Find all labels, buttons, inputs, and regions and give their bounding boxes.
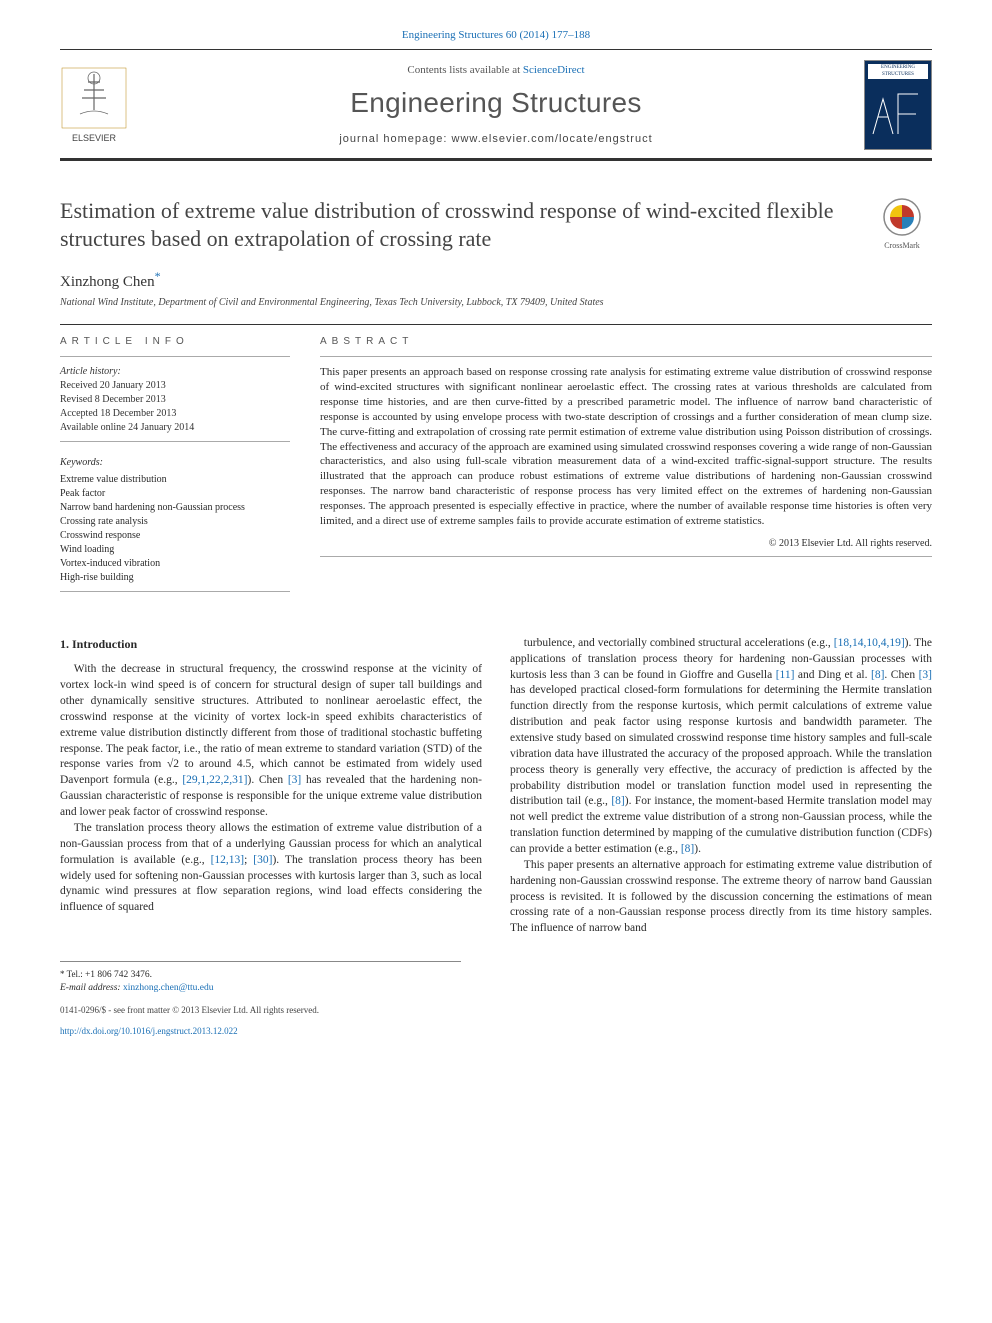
history-revised: Revised 8 December 2013: [60, 393, 290, 407]
section-number: 1.: [60, 637, 69, 651]
sciencedirect-link[interactable]: ScienceDirect: [523, 64, 585, 76]
body-paragraph: turbulence, and vectorially combined str…: [510, 636, 932, 858]
keyword: Peak factor: [60, 487, 290, 501]
journal-homepage: journal homepage: www.elsevier.com/locat…: [128, 132, 864, 147]
homepage-url[interactable]: www.elsevier.com/locate/engstruct: [452, 133, 653, 145]
citation-link[interactable]: [8]: [611, 795, 624, 807]
abstract-text: This paper presents an approach based on…: [320, 365, 932, 528]
section-title: Introduction: [72, 637, 137, 651]
title-block: Estimation of extreme value distribution…: [60, 197, 932, 254]
elsevier-tree-logo: ELSEVIER: [60, 66, 128, 144]
citation-link[interactable]: [8]: [681, 843, 694, 855]
abstract-heading: ABSTRACT: [320, 335, 932, 349]
p1-text: With the decrease in structural frequenc…: [60, 663, 482, 786]
citation-link[interactable]: [29,1,22,2,31]: [182, 774, 247, 786]
p3-c4: has developed practical closed-form form…: [510, 684, 932, 807]
info-rule-3: [60, 591, 290, 592]
section-heading-intro: 1. Introduction: [60, 636, 482, 653]
p4-text: This paper presents an alternative appro…: [510, 859, 932, 934]
citation-link[interactable]: [18,14,10,4,19]: [834, 637, 905, 649]
history-head: Article history:: [60, 366, 121, 377]
footnotes: * Tel.: +1 806 742 3476. E-mail address:…: [60, 961, 461, 995]
keyword: Extreme value distribution: [60, 473, 290, 487]
abstract-column: ABSTRACT This paper presents an approach…: [320, 335, 932, 600]
p3-c3: . Chen: [884, 669, 918, 681]
abstract-rule: [320, 356, 932, 357]
keywords-head: Keywords:: [60, 456, 290, 470]
header-citation: Engineering Structures 60 (2014) 177–188: [60, 28, 932, 43]
body-paragraph: With the decrease in structural frequenc…: [60, 662, 482, 821]
masthead-center: Contents lists available at ScienceDirec…: [128, 63, 864, 146]
body-paragraph: This paper presents an alternative appro…: [510, 858, 932, 937]
p3-text: turbulence, and vectorially combined str…: [524, 637, 834, 649]
article-info-heading: ARTICLE INFO: [60, 335, 290, 349]
doi-link[interactable]: http://dx.doi.org/10.1016/j.engstruct.20…: [60, 1026, 238, 1036]
contents-lists-label: Contents lists available at: [407, 64, 522, 76]
abstract-copyright: © 2013 Elsevier Ltd. All rights reserved…: [320, 537, 932, 551]
p3-c2: and Ding et al.: [794, 669, 871, 681]
abstract-rule-bottom: [320, 556, 932, 557]
crossmark-label: CrossMark: [872, 241, 932, 252]
keyword: High-rise building: [60, 571, 290, 585]
body-paragraph: The translation process theory allows th…: [60, 821, 482, 916]
paper-title: Estimation of extreme value distribution…: [60, 197, 872, 254]
citation-link[interactable]: Engineering Structures 60 (2014) 177–188: [402, 29, 590, 41]
tel-label: * Tel.:: [60, 969, 85, 979]
keyword: Narrow band hardening non-Gaussian proce…: [60, 501, 290, 515]
section-rule-top: [60, 324, 932, 325]
article-info-column: ARTICLE INFO Article history: Received 2…: [60, 335, 290, 600]
corresponding-email: E-mail address: xinzhong.chen@ttu.edu: [60, 982, 461, 995]
corresponding-author-mark[interactable]: *: [155, 269, 161, 283]
cover-title-band: ENGINEERING STRUCTURES: [868, 64, 928, 80]
history-received: Received 20 January 2013: [60, 379, 290, 393]
email-label: E-mail address:: [60, 983, 123, 993]
info-rule: [60, 356, 290, 357]
corresponding-tel: * Tel.: +1 806 742 3476.: [60, 968, 461, 982]
masthead: ELSEVIER Contents lists available at Sci…: [60, 50, 932, 161]
contents-lists-line: Contents lists available at ScienceDirec…: [128, 63, 864, 78]
history-accepted: Accepted 18 December 2013: [60, 407, 290, 421]
keyword: Vortex-induced vibration: [60, 557, 290, 571]
citation-link[interactable]: [3]: [919, 669, 932, 681]
p1-cont: ). Chen: [247, 774, 287, 786]
info-rule-2: [60, 441, 290, 442]
tel-value: +1 806 742 3476.: [85, 970, 152, 980]
keyword: Wind loading: [60, 543, 290, 557]
body-columns: 1. Introduction With the decrease in str…: [60, 636, 932, 937]
p3-end: ).: [694, 843, 701, 855]
journal-cover-thumbnail: ENGINEERING STRUCTURES: [864, 60, 932, 150]
history-online: Available online 24 January 2014: [60, 421, 290, 435]
citation-link[interactable]: [12,13]: [211, 854, 245, 866]
meta-row: ARTICLE INFO Article history: Received 2…: [60, 335, 932, 600]
p2-mid: ;: [244, 854, 253, 866]
author-name: Xinzhong Chen: [60, 274, 155, 290]
footer-doi: http://dx.doi.org/10.1016/j.engstruct.20…: [60, 1026, 932, 1038]
keyword: Crossing rate analysis: [60, 515, 290, 529]
homepage-label: journal homepage:: [339, 133, 451, 145]
email-link[interactable]: xinzhong.chen@ttu.edu: [123, 983, 214, 993]
journal-name: Engineering Structures: [128, 84, 864, 122]
citation-link[interactable]: [3]: [288, 774, 301, 786]
citation-link[interactable]: [11]: [776, 669, 795, 681]
affiliation: National Wind Institute, Department of C…: [60, 296, 932, 310]
citation-link[interactable]: [30]: [253, 854, 272, 866]
footer-copyright: 0141-0296/$ - see front matter © 2013 El…: [60, 1005, 932, 1017]
keyword: Crosswind response: [60, 529, 290, 543]
elsevier-wordmark: ELSEVIER: [72, 133, 117, 143]
authors-line: Xinzhong Chen*: [60, 268, 932, 292]
crossmark-badge[interactable]: CrossMark: [872, 197, 932, 252]
citation-link[interactable]: [8]: [871, 669, 884, 681]
